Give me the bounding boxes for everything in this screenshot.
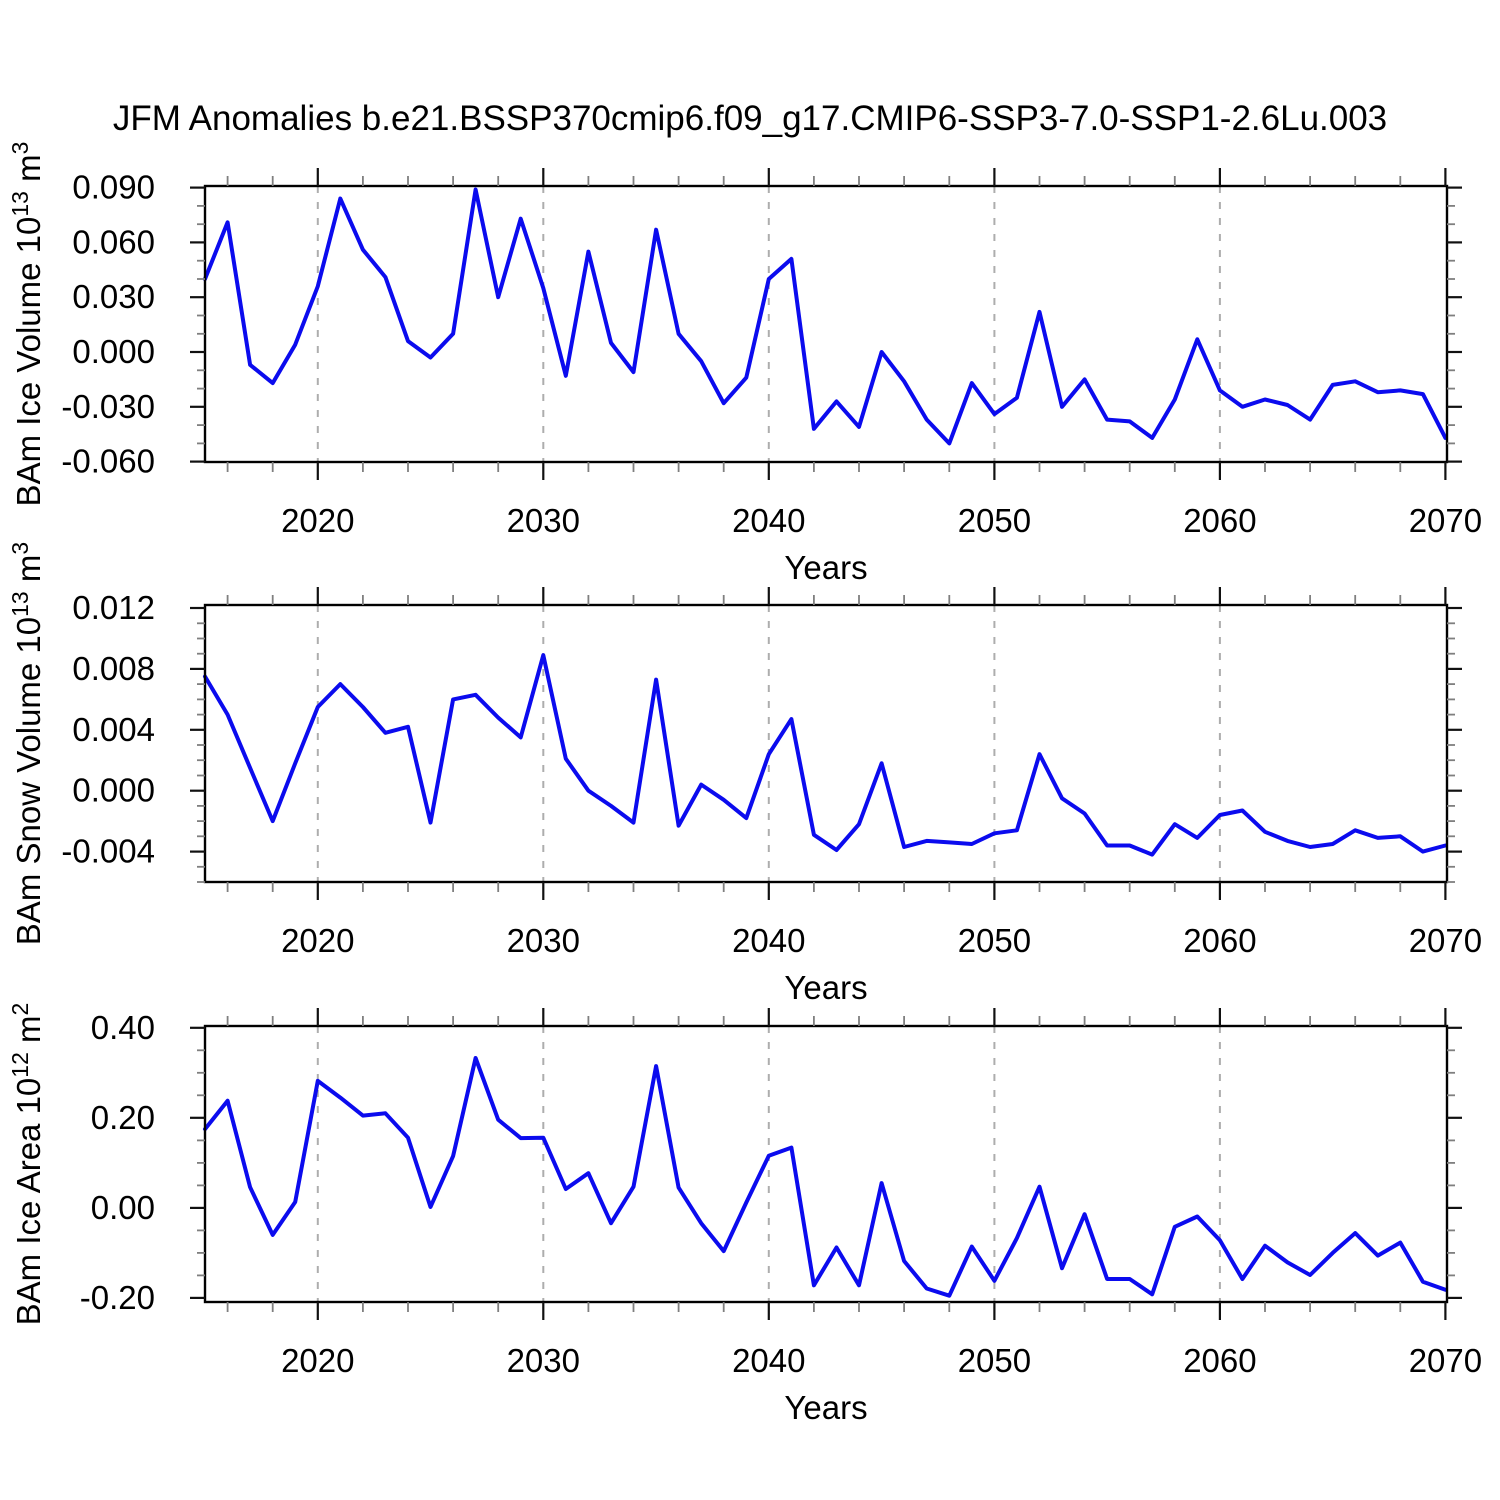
charts-group: 0.090 0.060 0.030 0.000 -0.030 -0.060 2020 2030… bbox=[7, 142, 1482, 1426]
bam-ice-area-series-line bbox=[203, 1056, 1448, 1298]
x-tick-label: 2050 bbox=[958, 502, 1031, 539]
y-tick-label: 0.000 bbox=[72, 333, 155, 370]
x-tick-label: 2020 bbox=[281, 502, 354, 539]
bam-snow-volume-series-line bbox=[203, 653, 1448, 857]
chart-bam-ice-volume: 0.090 0.060 0.030 0.000 -0.030 -0.060 2020 2030… bbox=[7, 142, 1482, 586]
x-tick-label: 2060 bbox=[1183, 1342, 1256, 1379]
y-tick-label: 0.004 bbox=[72, 711, 155, 748]
chart-bam-snow-volume: 0.012 0.008 0.004 0.000 -0.004 2020 2030 2040 20… bbox=[7, 542, 1482, 1006]
y-tick-label: 0.060 bbox=[72, 223, 155, 260]
y-tick-label: 0.40 bbox=[91, 1009, 155, 1046]
plot-frame bbox=[203, 184, 1449, 464]
x-tick-label: 2020 bbox=[281, 922, 354, 959]
y-tick-label: 0.090 bbox=[72, 169, 155, 206]
x-tick-label: 2060 bbox=[1183, 922, 1256, 959]
x-tick-label: 2050 bbox=[958, 1342, 1031, 1379]
y-tick-label: -0.060 bbox=[61, 443, 155, 480]
x-tick-label: 2060 bbox=[1183, 502, 1256, 539]
y-tick-label: 0.20 bbox=[91, 1099, 155, 1136]
plot-frame bbox=[203, 603, 1449, 884]
y-axis-title: BAm Snow Volume 1013 m3 bbox=[7, 542, 47, 945]
x-tick-label: 2070 bbox=[1409, 1342, 1482, 1379]
y-tick-label: 0.008 bbox=[72, 650, 155, 687]
x-tick-label: 2040 bbox=[732, 502, 805, 539]
x-tick-label: 2070 bbox=[1409, 502, 1482, 539]
x-tick-label: 2050 bbox=[958, 922, 1031, 959]
x-tick-label: 2040 bbox=[732, 1342, 805, 1379]
x-tick-label: 2070 bbox=[1409, 922, 1482, 959]
y-axis-title: BAm Ice Volume 1013 m3 bbox=[7, 142, 47, 507]
y-tick-label: 0.00 bbox=[91, 1189, 155, 1226]
figure-title: JFM Anomalies b.e21.BSSP370cmip6.f09_g17… bbox=[113, 99, 1387, 138]
x-tick-label: 2020 bbox=[281, 1342, 354, 1379]
x-axis-title: Years bbox=[784, 1389, 867, 1426]
y-axis-title: BAm Ice Area 1012 m2 bbox=[7, 1003, 47, 1326]
x-tick-label: 2040 bbox=[732, 922, 805, 959]
axis-ticks bbox=[190, 168, 1462, 480]
x-axis-title: Years bbox=[784, 549, 867, 586]
plot-frame bbox=[203, 1024, 1449, 1304]
x-tick-label: 2030 bbox=[507, 922, 580, 959]
x-tick-label: 2030 bbox=[507, 1342, 580, 1379]
bam-ice-volume-series-line bbox=[203, 187, 1448, 446]
axis-ticks bbox=[190, 587, 1462, 900]
y-tick-label: -0.030 bbox=[61, 388, 155, 425]
y-tick-label: 0.012 bbox=[72, 589, 155, 626]
axis-ticks bbox=[190, 1008, 1462, 1320]
x-axis-title: Years bbox=[784, 969, 867, 1006]
chart-bam-ice-area: 0.40 0.20 0.00 -0.20 2020 2030 2040 2050 2060 207… bbox=[7, 1003, 1482, 1426]
y-tick-label: 0.000 bbox=[72, 772, 155, 809]
y-tick-label: 0.030 bbox=[72, 278, 155, 315]
y-tick-label: -0.004 bbox=[61, 833, 155, 870]
y-tick-label: -0.20 bbox=[80, 1279, 155, 1316]
x-tick-label: 2030 bbox=[507, 502, 580, 539]
